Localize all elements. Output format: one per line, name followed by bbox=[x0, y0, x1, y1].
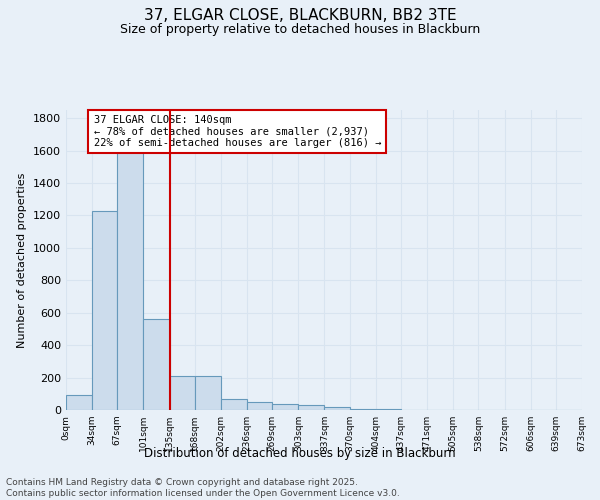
Bar bbox=[195, 376, 221, 410]
Bar bbox=[221, 398, 247, 410]
Text: Contains HM Land Registry data © Crown copyright and database right 2025.
Contai: Contains HM Land Registry data © Crown c… bbox=[6, 478, 400, 498]
Text: Distribution of detached houses by size in Blackburn: Distribution of detached houses by size … bbox=[144, 448, 456, 460]
Bar bbox=[350, 408, 376, 410]
Bar bbox=[247, 402, 272, 410]
Bar bbox=[376, 409, 401, 410]
Bar bbox=[325, 407, 350, 410]
Bar bbox=[143, 319, 170, 410]
Bar bbox=[92, 210, 118, 410]
Bar bbox=[170, 376, 195, 410]
Y-axis label: Number of detached properties: Number of detached properties bbox=[17, 172, 28, 348]
Bar bbox=[66, 394, 92, 410]
Bar bbox=[118, 150, 143, 410]
Text: 37 ELGAR CLOSE: 140sqm
← 78% of detached houses are smaller (2,937)
22% of semi-: 37 ELGAR CLOSE: 140sqm ← 78% of detached… bbox=[94, 115, 381, 148]
Text: Size of property relative to detached houses in Blackburn: Size of property relative to detached ho… bbox=[120, 24, 480, 36]
Bar bbox=[272, 404, 298, 410]
Text: 37, ELGAR CLOSE, BLACKBURN, BB2 3TE: 37, ELGAR CLOSE, BLACKBURN, BB2 3TE bbox=[143, 8, 457, 22]
Bar bbox=[298, 406, 325, 410]
